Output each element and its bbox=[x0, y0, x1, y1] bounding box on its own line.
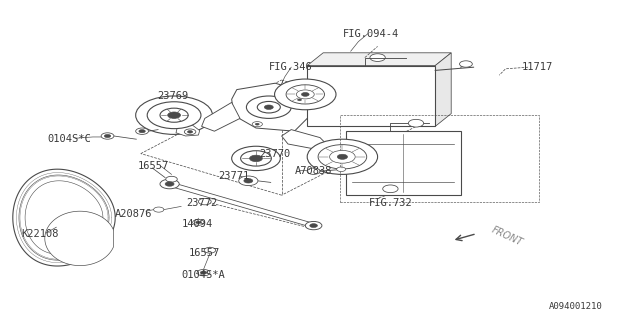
Circle shape bbox=[197, 269, 210, 276]
Circle shape bbox=[408, 119, 424, 127]
Circle shape bbox=[286, 85, 324, 104]
Circle shape bbox=[160, 179, 179, 189]
Circle shape bbox=[104, 134, 111, 138]
Circle shape bbox=[383, 185, 398, 193]
Circle shape bbox=[305, 221, 322, 230]
Text: FIG.346: FIG.346 bbox=[269, 62, 313, 72]
Polygon shape bbox=[307, 53, 451, 66]
Circle shape bbox=[244, 179, 253, 183]
Circle shape bbox=[198, 198, 211, 205]
Circle shape bbox=[307, 139, 378, 174]
Text: 0104S*C: 0104S*C bbox=[47, 134, 91, 144]
Circle shape bbox=[318, 145, 367, 169]
Circle shape bbox=[188, 131, 193, 133]
Text: 23771: 23771 bbox=[218, 171, 249, 181]
Polygon shape bbox=[176, 124, 200, 136]
Circle shape bbox=[184, 129, 196, 135]
Text: 16557: 16557 bbox=[189, 248, 220, 258]
Circle shape bbox=[307, 168, 320, 174]
Text: 23769: 23769 bbox=[157, 91, 188, 101]
Circle shape bbox=[257, 101, 280, 113]
Text: 23772: 23772 bbox=[186, 198, 217, 208]
Text: 14094: 14094 bbox=[182, 219, 212, 229]
Circle shape bbox=[136, 128, 148, 134]
Circle shape bbox=[139, 130, 145, 133]
Circle shape bbox=[241, 151, 271, 166]
Polygon shape bbox=[307, 66, 435, 126]
Circle shape bbox=[200, 271, 207, 274]
Circle shape bbox=[370, 54, 385, 61]
Text: 0104S*A: 0104S*A bbox=[182, 270, 225, 280]
Polygon shape bbox=[435, 53, 451, 126]
Circle shape bbox=[298, 99, 301, 101]
Text: A20876: A20876 bbox=[115, 209, 152, 220]
Circle shape bbox=[264, 105, 273, 109]
Text: A70838: A70838 bbox=[295, 166, 332, 176]
Circle shape bbox=[154, 207, 164, 212]
Circle shape bbox=[166, 176, 177, 182]
Circle shape bbox=[296, 90, 314, 99]
Circle shape bbox=[239, 176, 258, 186]
Circle shape bbox=[160, 108, 188, 122]
Polygon shape bbox=[202, 102, 240, 131]
Circle shape bbox=[460, 61, 472, 67]
Circle shape bbox=[165, 182, 174, 186]
Text: FIG.094-4: FIG.094-4 bbox=[343, 28, 399, 39]
Circle shape bbox=[196, 221, 201, 224]
Circle shape bbox=[294, 97, 305, 102]
Text: FIG.732: FIG.732 bbox=[369, 198, 412, 208]
Circle shape bbox=[337, 167, 346, 172]
Circle shape bbox=[275, 79, 336, 110]
Circle shape bbox=[337, 154, 348, 159]
Polygon shape bbox=[346, 131, 461, 195]
Circle shape bbox=[193, 220, 204, 225]
Circle shape bbox=[232, 146, 280, 171]
Circle shape bbox=[168, 112, 180, 118]
Text: K22108: K22108 bbox=[21, 228, 58, 239]
Polygon shape bbox=[168, 182, 316, 227]
Circle shape bbox=[204, 247, 216, 253]
Circle shape bbox=[310, 224, 317, 228]
Circle shape bbox=[101, 133, 114, 139]
Circle shape bbox=[136, 96, 212, 134]
Polygon shape bbox=[13, 169, 115, 266]
Circle shape bbox=[250, 155, 262, 162]
Text: 23770: 23770 bbox=[260, 148, 291, 159]
Circle shape bbox=[252, 122, 262, 127]
Polygon shape bbox=[45, 211, 113, 266]
Polygon shape bbox=[282, 130, 326, 149]
Circle shape bbox=[330, 150, 355, 163]
Polygon shape bbox=[25, 181, 103, 254]
Circle shape bbox=[147, 102, 201, 129]
Polygon shape bbox=[232, 83, 314, 131]
Text: 16557: 16557 bbox=[138, 161, 169, 172]
Polygon shape bbox=[19, 175, 109, 260]
Text: 11717: 11717 bbox=[522, 62, 553, 72]
Text: A094001210: A094001210 bbox=[549, 302, 603, 311]
Circle shape bbox=[246, 96, 291, 118]
Circle shape bbox=[301, 92, 309, 96]
Text: FRONT: FRONT bbox=[490, 225, 524, 248]
Circle shape bbox=[255, 123, 259, 125]
